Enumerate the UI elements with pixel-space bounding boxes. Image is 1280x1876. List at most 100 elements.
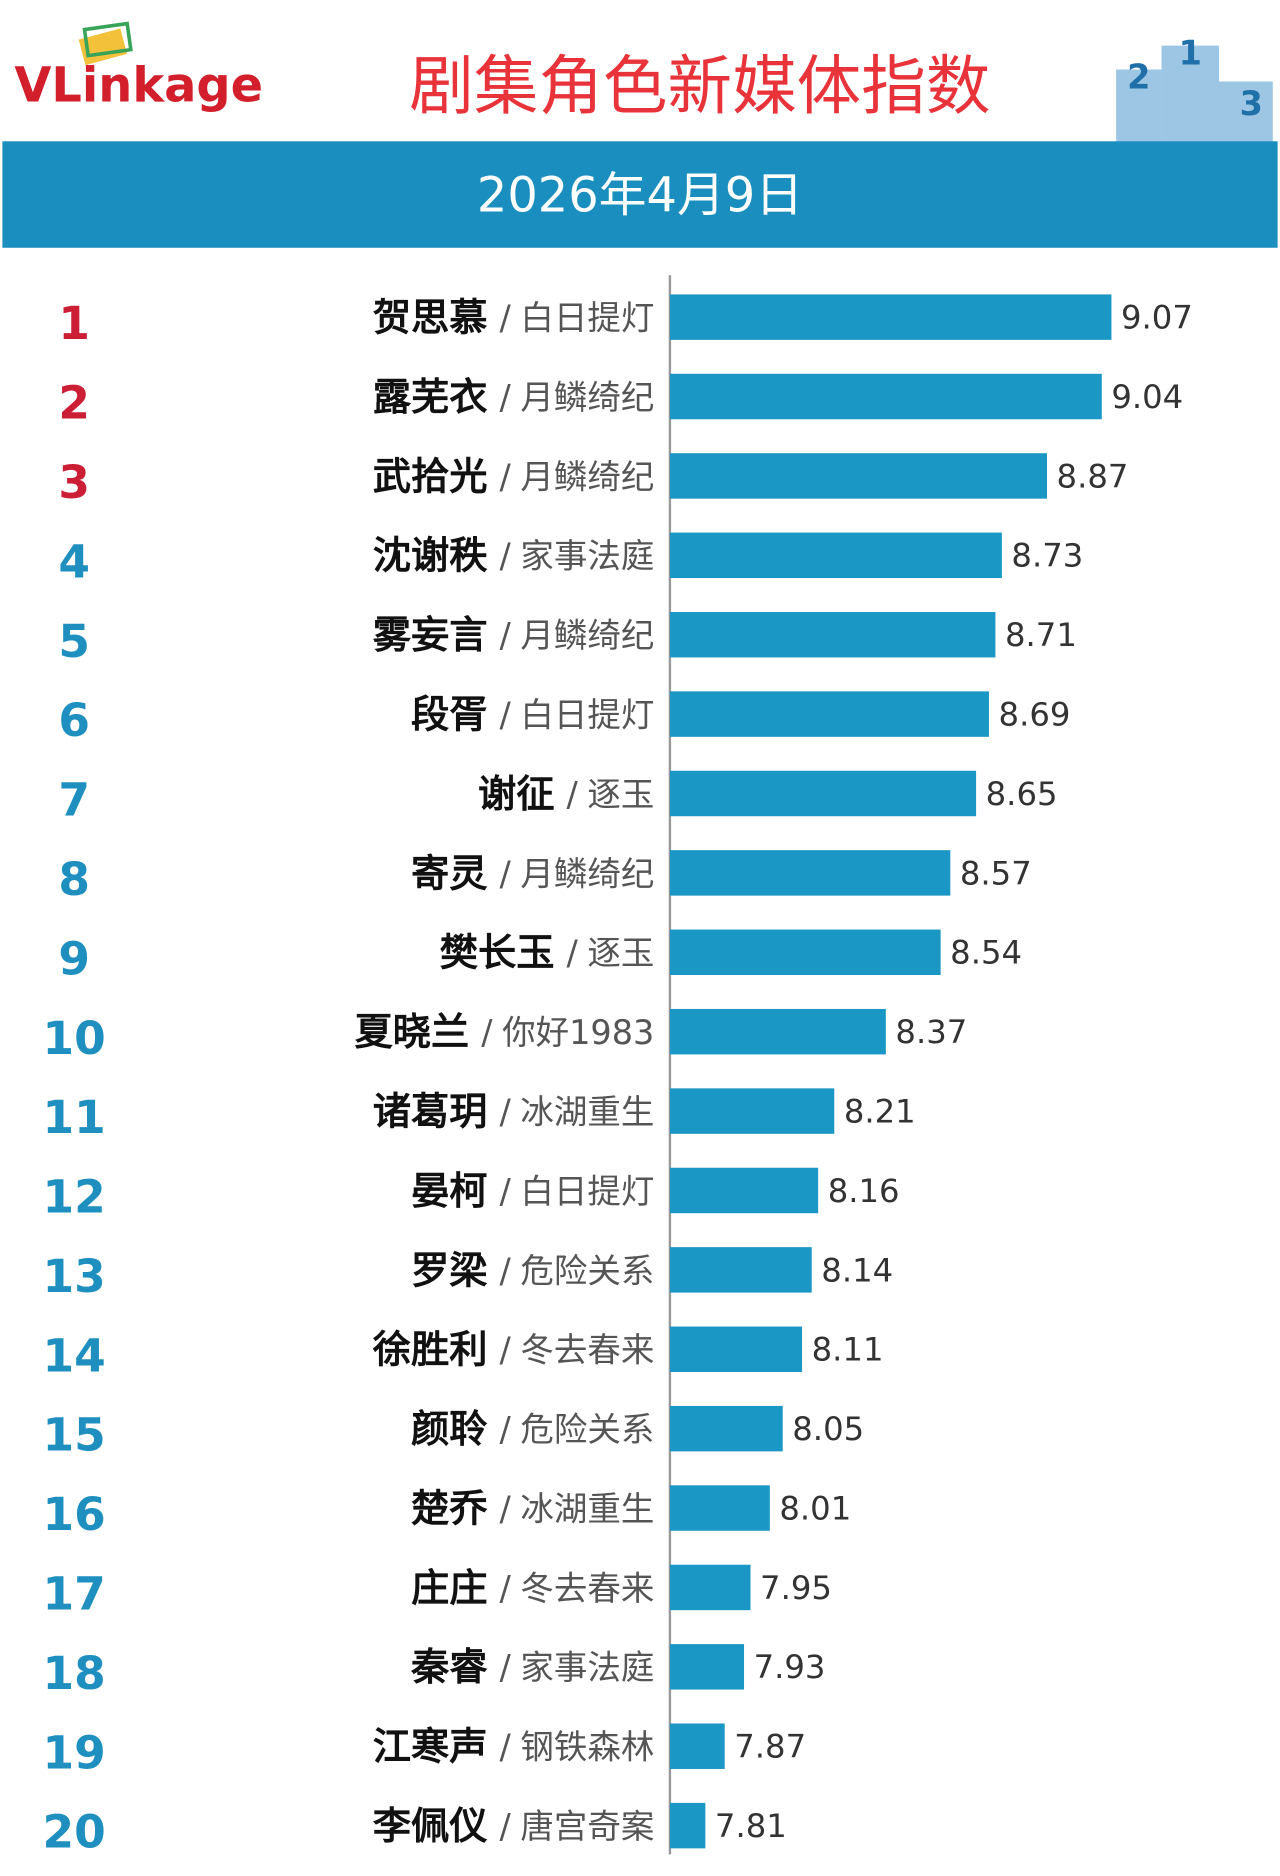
bar: [669, 1802, 706, 1849]
row-label: 李佩仪 / 唐宫奇案: [373, 1804, 655, 1849]
rank: 1: [58, 297, 90, 350]
bar: [669, 1088, 835, 1134]
chart-title: 剧集角色新媒体指数: [409, 50, 990, 125]
separator: /: [500, 1410, 512, 1449]
separator: /: [500, 1171, 512, 1210]
rank: 7: [58, 774, 90, 827]
row-label: 江寒声 / 钢铁森林: [373, 1724, 655, 1769]
rank: 17: [43, 1568, 106, 1621]
rank: 13: [43, 1250, 106, 1303]
character-name: 楚乔: [411, 1486, 488, 1531]
value-label: 7.95: [760, 1569, 832, 1607]
separator: /: [500, 1330, 512, 1369]
bar: [669, 929, 941, 976]
separator: /: [500, 377, 512, 416]
value-label: 8.73: [1011, 537, 1083, 575]
separator: /: [500, 1251, 512, 1290]
drama-name: 月鳞绮纪: [520, 457, 654, 496]
value-label: 8.05: [792, 1410, 864, 1448]
rank: 14: [43, 1329, 106, 1382]
drama-name: 月鳞绮纪: [520, 616, 654, 655]
separator: /: [567, 774, 579, 813]
separator: /: [500, 536, 512, 575]
bar: [669, 373, 1102, 420]
value-label: 7.81: [715, 1807, 787, 1845]
rank: 5: [58, 615, 90, 668]
character-name: 庄庄: [411, 1565, 488, 1610]
rank: 8: [58, 853, 90, 906]
value-label: 7.87: [734, 1728, 806, 1766]
podium-label: 3: [1240, 84, 1263, 123]
character-name: 罗梁: [411, 1248, 488, 1293]
row-label: 段胥 / 白日提灯: [411, 692, 654, 737]
value-label: 8.65: [986, 775, 1058, 813]
character-name: 晏柯: [411, 1168, 488, 1213]
bar: [669, 453, 1047, 499]
separator: /: [500, 1727, 512, 1766]
rank: 3: [58, 456, 90, 509]
bar: [669, 611, 996, 658]
bar: [669, 691, 989, 737]
rank: 16: [43, 1488, 106, 1541]
separator: /: [481, 1013, 493, 1052]
character-name: 李佩仪: [373, 1804, 489, 1849]
separator: /: [500, 1648, 512, 1687]
rank: 10: [43, 1012, 106, 1065]
value-label: 8.87: [1057, 457, 1129, 495]
rank: 12: [43, 1171, 106, 1224]
value-label: 8.69: [999, 696, 1071, 734]
row-label: 夏晓兰 / 你好1983: [355, 1010, 655, 1055]
drama-name: 白日提灯: [520, 695, 654, 734]
rank: 6: [58, 694, 90, 747]
row-label: 谢征 / 逐玉: [478, 771, 654, 816]
value-label: 8.37: [895, 1013, 967, 1051]
character-name: 诸葛玥: [373, 1089, 488, 1134]
rank: 4: [58, 535, 90, 588]
value-label: 9.07: [1121, 299, 1193, 337]
row-label: 颜聆 / 危险关系: [411, 1407, 654, 1452]
rank: 19: [43, 1726, 106, 1779]
drama-name: 冬去春来: [520, 1568, 654, 1607]
rank: 18: [43, 1647, 106, 1700]
separator: /: [567, 933, 579, 972]
row-label: 诸葛玥 / 冰湖重生: [373, 1089, 655, 1134]
character-name: 颜聆: [411, 1407, 488, 1452]
row-label: 樊长玉 / 逐玉: [440, 930, 655, 975]
drama-name: 逐玉: [587, 774, 654, 813]
value-label: 8.11: [812, 1331, 884, 1369]
bar: [669, 1405, 783, 1452]
rank: 15: [43, 1409, 106, 1462]
value-label: 9.04: [1111, 378, 1183, 416]
drama-name: 冬去春来: [520, 1330, 654, 1369]
row-label: 武拾光 / 月鳞绮纪: [373, 454, 655, 499]
row-label: 晏柯 / 白日提灯: [411, 1168, 654, 1213]
podium-label: 2: [1127, 58, 1150, 97]
value-label: 8.14: [821, 1251, 893, 1289]
drama-name: 月鳞绮纪: [520, 854, 654, 893]
drama-name: 钢铁森林: [520, 1727, 654, 1766]
drama-name: 唐宫奇案: [520, 1807, 654, 1846]
subtitle: 2026年4月9日: [477, 169, 803, 224]
value-label: 8.01: [779, 1489, 851, 1527]
bar: [669, 1644, 745, 1690]
row-label: 秦睿 / 家事法庭: [410, 1645, 654, 1690]
value-label: 8.57: [960, 854, 1032, 892]
row-label: 露芜衣 / 月鳞绮纪: [373, 374, 655, 419]
character-name: 雾妄言: [373, 613, 488, 658]
bar: [669, 1485, 770, 1531]
separator: /: [500, 695, 512, 734]
character-name: 樊长玉: [440, 930, 555, 975]
drama-name: 你好1983: [502, 1013, 654, 1052]
drama-name: 危险关系: [520, 1410, 654, 1449]
rank: 11: [43, 1091, 106, 1144]
bar: [669, 294, 1112, 340]
drama-name: 家事法庭: [520, 1648, 654, 1687]
logo-icon: [78, 21, 133, 66]
bar: [669, 532, 1002, 579]
character-name: 秦睿: [410, 1645, 488, 1690]
bar: [669, 1326, 803, 1372]
bar: [669, 1723, 725, 1769]
character-name: 段胥: [411, 692, 488, 737]
character-name: 谢征: [478, 771, 555, 816]
